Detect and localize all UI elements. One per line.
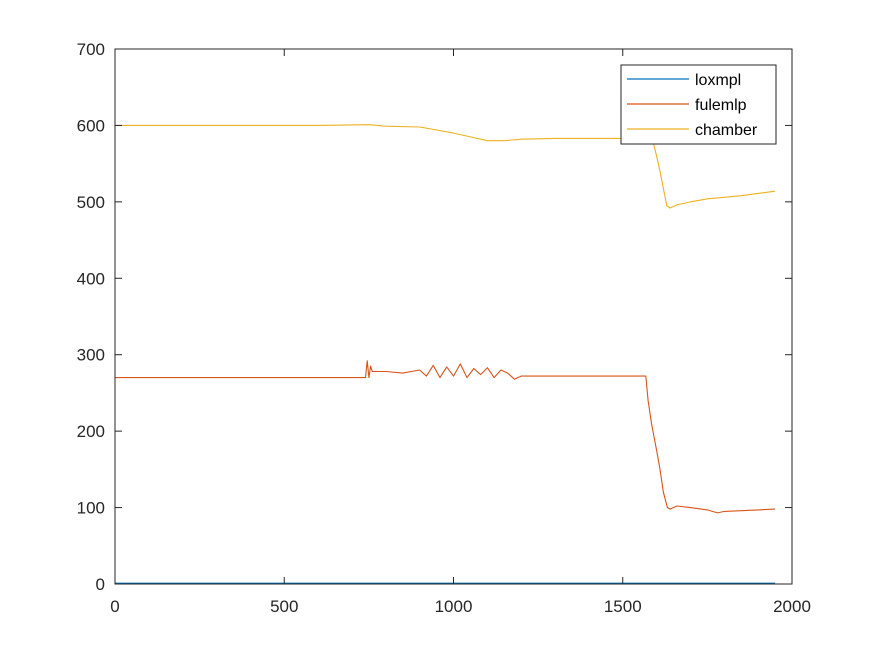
x-tick-label: 1000 xyxy=(435,597,473,616)
y-tick-label: 600 xyxy=(77,116,105,135)
legend: loxmpl fulemlp chamber xyxy=(620,64,777,145)
x-tick-label: 0 xyxy=(110,597,119,616)
legend-label-fulemlp: fulemlp xyxy=(695,97,747,114)
y-tick-label: 400 xyxy=(77,269,105,288)
legend-label-loxmpl: loxmpl xyxy=(695,72,741,89)
series-line-chamber xyxy=(115,124,776,209)
y-tick-label: 0 xyxy=(96,575,105,594)
y-tick-label: 200 xyxy=(77,422,105,441)
x-tick-label: 1500 xyxy=(604,597,642,616)
y-tick-label: 100 xyxy=(77,499,105,518)
legend-label-chamber: chamber xyxy=(695,122,758,139)
y-tick-label: 300 xyxy=(77,346,105,365)
y-tick-label: 500 xyxy=(77,193,105,212)
series-line-fulemlp xyxy=(115,360,776,514)
y-tick-label: 700 xyxy=(77,40,105,59)
axes-layer: 0 500 1000 1500 2000 0 100 200 300 400 500 600 700 xyxy=(77,40,811,616)
x-tick-label: 500 xyxy=(270,597,298,616)
x-tick-label: 2000 xyxy=(773,597,811,616)
